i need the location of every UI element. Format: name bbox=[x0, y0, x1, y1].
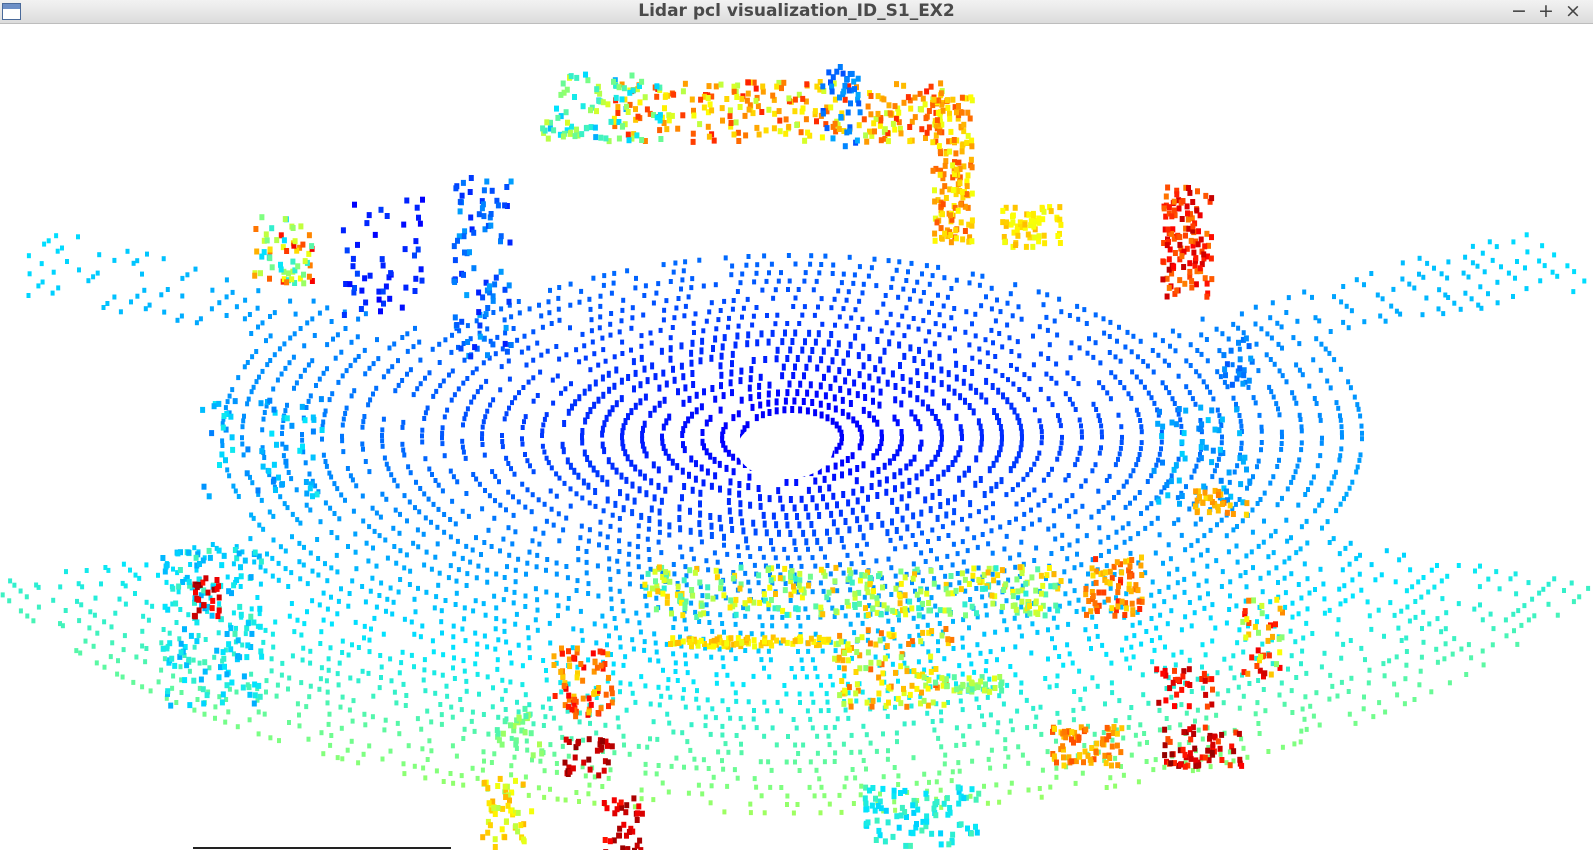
close-button[interactable]: × bbox=[1565, 0, 1581, 22]
title-bar[interactable]: Lidar pcl visualization_ID_S1_EX2 − + × bbox=[0, 0, 1593, 24]
point-cloud-points bbox=[0, 64, 1591, 850]
window-menu-icon[interactable] bbox=[2, 3, 21, 20]
lidar-point-cloud[interactable] bbox=[0, 24, 1593, 850]
window-title: Lidar pcl visualization_ID_S1_EX2 bbox=[638, 1, 955, 21]
point-cloud-viewport[interactable] bbox=[0, 24, 1593, 850]
maximize-button[interactable]: + bbox=[1538, 0, 1554, 22]
minimize-button[interactable]: − bbox=[1511, 0, 1527, 22]
bottom-line bbox=[193, 847, 451, 849]
sensor-footprint bbox=[737, 419, 833, 479]
